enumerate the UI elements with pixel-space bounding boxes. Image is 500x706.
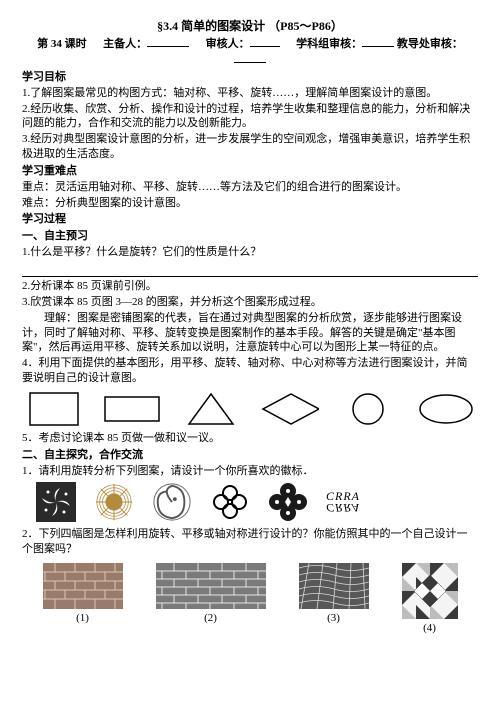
coop-1: 1．请利用旋转分析下列图案，请设计一个你所喜欢的徽标．: [22, 464, 478, 479]
emblem-quatrefoil: [210, 482, 250, 522]
emblem-crra: CRRA CRRA: [326, 490, 360, 514]
pattern-1: [43, 563, 123, 609]
pattern-4-caption: (4): [423, 621, 436, 636]
pattern-3-caption: (3): [327, 611, 340, 626]
section-coop: 二、自主探究，合作交流: [22, 448, 478, 463]
emblem-flower: [268, 482, 308, 522]
lesson-label: 第 34 课时: [37, 38, 87, 50]
shape-triangle: [181, 390, 241, 428]
emblem-sun: [94, 482, 134, 522]
divider: [22, 276, 478, 277]
reviewer-label: 审核人：: [206, 38, 250, 50]
objective-1: 1.了解图案最常见的构图方式：轴对称、平移、旋转……，理解简单图案设计的意图。: [22, 86, 478, 101]
section-prestudy: 一、自主预习: [22, 229, 478, 244]
office-review-label: 教导处审核：: [397, 38, 463, 50]
patterns-row: (1) (2): [22, 557, 478, 636]
shape-ellipse: [416, 390, 476, 428]
question-5: 5．考虑讨论课本 85 页做一做和议一议。: [22, 431, 478, 446]
keypoint-1: 重点：灵活运用轴对称、平移、旋转……等方法及它们的组合进行的图案设计。: [22, 180, 478, 195]
shape-square: [24, 390, 84, 428]
group-review-label: 学科组审核：: [296, 38, 362, 50]
pattern-1-caption: (1): [76, 611, 89, 626]
pattern-2-caption: (2): [204, 611, 217, 626]
keypoint-2: 难点：分析典型图案的设计意图。: [22, 196, 478, 211]
question-3: 3.欣赏课本 85 页图 3—28 的图案，并分析这个图案形成过程。: [22, 295, 478, 310]
section-keypoints: 学习重难点: [22, 164, 478, 179]
objective-2: 2.经历收集、欣赏、分析、操作和设计的过程，培养学生收集和整理信息的能力，分析和…: [22, 102, 478, 132]
shape-circle: [338, 390, 398, 428]
explanation-1: 理解：图案是密铺图案的代表，旨在通过对典型图案的分析欣赏，逐步能够进行图案设计，…: [22, 311, 478, 356]
basic-shapes-row: [22, 386, 478, 430]
objective-3: 3.经历对典型图案设计意图的分析，进一步发展学生的空间观念，增强审美意识，培养学…: [22, 132, 478, 162]
emblem-spiral: [152, 482, 192, 522]
page-title: §3.4 简单的图案设计 （P85～P86）: [22, 18, 478, 34]
question-4: 4．利用下面提供的基本图形，用平移、旋转、轴对称、中心对称等方法进行图案设计，并…: [22, 356, 478, 386]
section-objectives: 学习目标: [22, 70, 478, 85]
host-label: 主备人：: [103, 38, 147, 50]
pattern-2: [156, 563, 266, 609]
emblem-swirl: [36, 482, 76, 522]
question-2: 2.分析课本 85 页课前引例。: [22, 279, 478, 294]
shape-rhombus: [259, 390, 319, 428]
shape-rect: [102, 390, 162, 428]
section-process: 学习过程: [22, 212, 478, 227]
header-line: 第 34 课时 主备人： 审核人： 学科组审核： 教导处审核：: [22, 36, 478, 68]
pattern-4: [402, 563, 458, 619]
coop-2: 2．下列四幅图是怎样利用旋转、平移或轴对称进行设计的？你能仿照其中的一个自己设计…: [22, 527, 478, 557]
pattern-3: [299, 563, 369, 609]
question-1: 1.什么是平移？什么是旋转？它们的性质是什么？: [22, 245, 478, 260]
emblem-row: CRRA CRRA: [22, 478, 478, 526]
